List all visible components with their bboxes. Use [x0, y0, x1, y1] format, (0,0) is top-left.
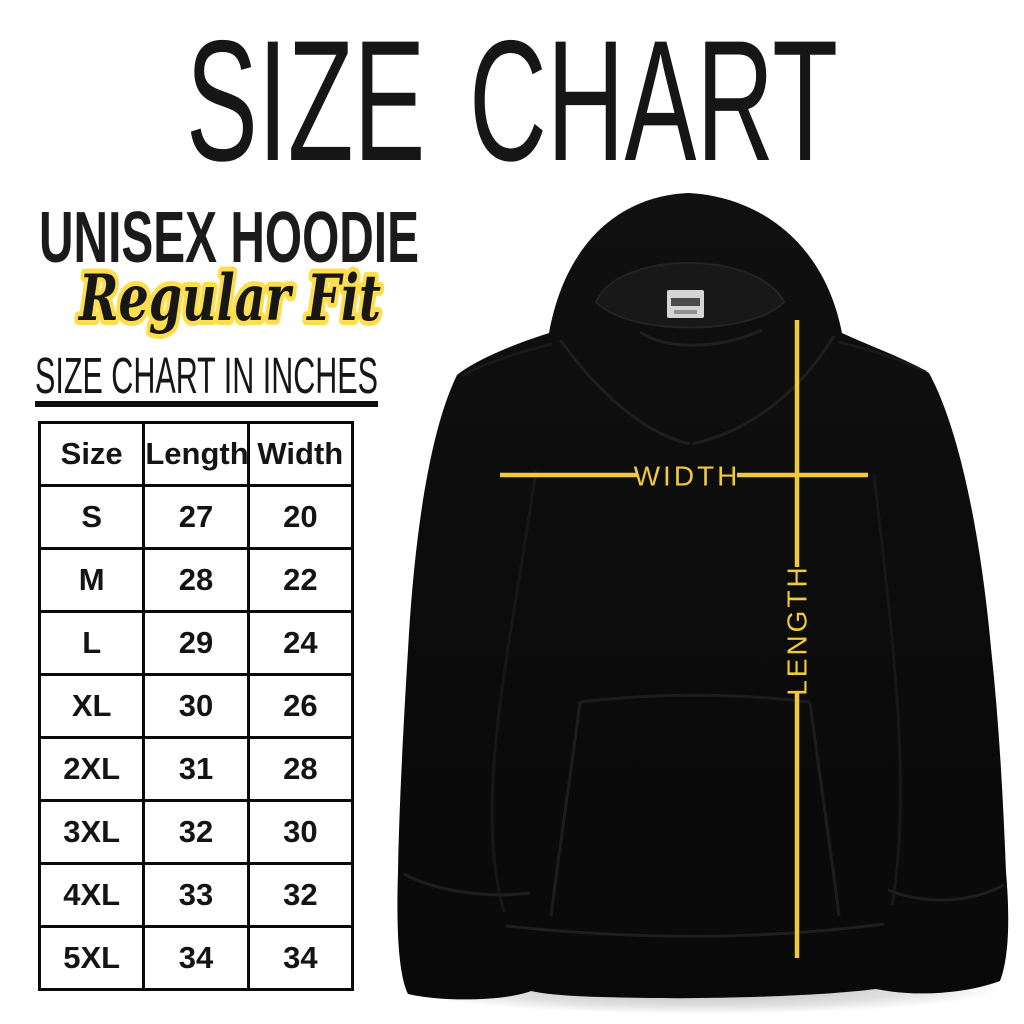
size-cell: L [37, 610, 146, 676]
left-sleeve-seam [490, 469, 538, 913]
size-cell: 2XL [37, 736, 146, 802]
hem-seam [505, 922, 885, 938]
left-cuff-seam [403, 872, 531, 897]
col-header-length: Length [142, 421, 250, 487]
length-cell: 28 [142, 547, 250, 613]
right-shoulder-seam [837, 340, 927, 374]
width-cell: 26 [246, 673, 355, 739]
hoodie-body [397, 193, 1009, 1000]
col-header-width: Width [246, 421, 355, 487]
pocket-right-seam [808, 701, 841, 917]
product-name: UNISEX HOODIE [39, 198, 419, 278]
length-cell: 33 [142, 862, 250, 928]
table-row: S 27 20 [37, 484, 355, 550]
length-label: LENGTH [782, 564, 813, 696]
hood-drape-left [558, 339, 691, 446]
width-cell: 22 [246, 547, 355, 613]
table-row: 2XL 31 28 [37, 736, 355, 802]
size-cell: 3XL [37, 799, 146, 865]
left-shoulder-seam [461, 342, 553, 378]
table-row: M 28 22 [37, 547, 355, 613]
right-sleeve-seam [872, 474, 903, 906]
pocket-left-seam [549, 701, 582, 917]
length-cell: 32 [142, 799, 250, 865]
table-row: 5XL 34 34 [37, 925, 355, 991]
pocket-top-seam [579, 693, 811, 704]
table-row: 4XL 33 32 [37, 862, 355, 928]
size-table: Size Length Width S 27 20 M 28 22 L 29 2… [37, 421, 355, 991]
width-cell: 24 [246, 610, 355, 676]
table-header-row: Size Length Width [37, 421, 355, 487]
length-cell: 31 [142, 736, 250, 802]
width-label: WIDTH [634, 461, 741, 492]
table-row: L 29 24 [37, 610, 355, 676]
size-cell: 4XL [37, 862, 146, 928]
size-cell: XL [37, 673, 146, 739]
size-cell: M [37, 547, 146, 613]
table-row: XL 30 26 [37, 673, 355, 739]
hoodie-illustration [397, 193, 1009, 1000]
length-cell: 30 [142, 673, 250, 739]
table-heading: SIZE CHART IN INCHES [35, 347, 378, 404]
length-cell: 27 [142, 484, 250, 550]
width-cell: 20 [246, 484, 355, 550]
page-title: SIZE CHART [186, 5, 838, 197]
length-cell: 29 [142, 610, 250, 676]
width-cell: 28 [246, 736, 355, 802]
hood-drape-right [691, 335, 836, 446]
length-cell: 34 [142, 925, 250, 991]
width-cell: 34 [246, 925, 355, 991]
width-cell: 32 [246, 862, 355, 928]
table-row: 3XL 32 30 [37, 799, 355, 865]
size-cell: S [37, 484, 146, 550]
neck-tag [667, 290, 704, 318]
neckline-seam [639, 328, 763, 347]
fit-text: Regular Fit [78, 261, 381, 336]
right-cuff-seam [887, 883, 1005, 902]
measurement-lines: WIDTH LENGTH [500, 320, 868, 958]
width-cell: 30 [246, 799, 355, 865]
size-cell: 5XL [37, 925, 146, 991]
heading-underline [35, 401, 378, 407]
col-header-size: Size [37, 421, 146, 487]
